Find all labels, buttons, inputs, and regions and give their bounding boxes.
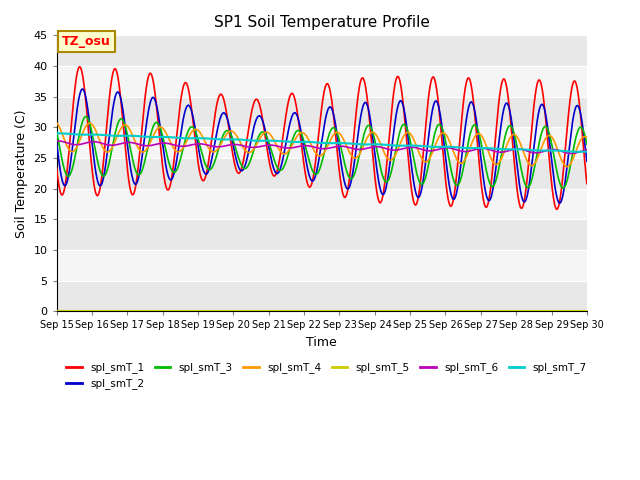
spl_smT_5: [520, 308, 528, 313]
spl_smT_7: [574, 149, 582, 155]
spl_smT_1: [53, 166, 61, 171]
spl_smT_7: [54, 131, 61, 136]
spl_smT_6: [404, 144, 412, 150]
X-axis label: Time: Time: [307, 336, 337, 349]
spl_smT_6: [583, 147, 591, 153]
spl_smT_7: [53, 131, 61, 136]
Line: spl_smT_1: spl_smT_1: [57, 67, 587, 209]
spl_smT_3: [82, 114, 90, 120]
spl_smT_6: [230, 142, 238, 147]
spl_smT_2: [474, 126, 481, 132]
Bar: [57, 66, 587, 96]
Line: spl_smT_2: spl_smT_2: [57, 89, 587, 203]
spl_smT_1: [171, 149, 179, 155]
spl_smT_2: [520, 199, 528, 205]
spl_smT_5: [53, 308, 61, 313]
spl_smT_6: [158, 140, 166, 146]
spl_smT_5: [230, 308, 238, 313]
spl_smT_1: [553, 206, 561, 212]
spl_smT_4: [230, 130, 238, 135]
spl_smT_4: [563, 164, 571, 169]
spl_smT_1: [158, 159, 166, 165]
Line: spl_smT_6: spl_smT_6: [57, 141, 587, 154]
spl_smT_3: [53, 129, 61, 135]
Bar: [57, 281, 587, 312]
Y-axis label: Soil Temperature (C): Soil Temperature (C): [15, 109, 28, 238]
spl_smT_4: [404, 130, 412, 135]
Line: spl_smT_4: spl_smT_4: [57, 123, 587, 167]
spl_smT_3: [520, 179, 528, 185]
spl_smT_2: [171, 167, 179, 172]
spl_smT_7: [474, 145, 481, 151]
spl_smT_7: [404, 143, 412, 148]
Title: SP1 Soil Temperature Profile: SP1 Soil Temperature Profile: [214, 15, 429, 30]
spl_smT_2: [556, 200, 563, 206]
spl_smT_7: [520, 146, 528, 152]
spl_smT_7: [158, 134, 166, 140]
Bar: [57, 36, 587, 66]
spl_smT_3: [230, 141, 238, 147]
spl_smT_2: [404, 135, 412, 141]
spl_smT_1: [230, 159, 238, 165]
spl_smT_4: [171, 147, 179, 153]
spl_smT_3: [583, 141, 591, 147]
Bar: [57, 250, 587, 281]
spl_smT_3: [559, 185, 567, 191]
spl_smT_1: [404, 156, 412, 161]
spl_smT_2: [158, 138, 166, 144]
spl_smT_1: [520, 198, 528, 204]
spl_smT_5: [171, 308, 179, 313]
spl_smT_5: [473, 308, 481, 313]
spl_smT_6: [567, 151, 575, 156]
spl_smT_3: [404, 129, 412, 135]
spl_smT_6: [53, 138, 61, 144]
Bar: [57, 96, 587, 127]
Bar: [57, 219, 587, 250]
Line: spl_smT_3: spl_smT_3: [57, 117, 587, 188]
spl_smT_3: [474, 126, 481, 132]
spl_smT_6: [474, 146, 481, 152]
Bar: [57, 127, 587, 158]
spl_smT_4: [158, 125, 166, 131]
Text: TZ_osu: TZ_osu: [62, 35, 111, 48]
spl_smT_1: [76, 64, 83, 70]
spl_smT_4: [473, 131, 481, 137]
spl_smT_4: [583, 135, 591, 141]
spl_smT_1: [474, 142, 481, 147]
spl_smT_5: [158, 308, 166, 313]
spl_smT_5: [583, 308, 591, 313]
Legend: spl_smT_1, spl_smT_2, spl_smT_3, spl_smT_4, spl_smT_5, spl_smT_6, spl_smT_7: spl_smT_1, spl_smT_2, spl_smT_3, spl_smT…: [62, 358, 591, 394]
spl_smT_6: [54, 138, 62, 144]
spl_smT_2: [583, 158, 591, 164]
spl_smT_7: [171, 135, 179, 141]
spl_smT_4: [520, 150, 528, 156]
spl_smT_3: [158, 132, 166, 137]
spl_smT_7: [583, 149, 591, 155]
spl_smT_2: [53, 140, 61, 146]
spl_smT_6: [520, 147, 528, 153]
spl_smT_6: [171, 142, 179, 148]
spl_smT_2: [230, 148, 238, 154]
spl_smT_4: [53, 120, 61, 126]
spl_smT_3: [171, 169, 179, 175]
Bar: [57, 158, 587, 189]
Line: spl_smT_7: spl_smT_7: [57, 133, 587, 152]
Bar: [57, 189, 587, 219]
spl_smT_7: [230, 136, 238, 142]
spl_smT_5: [404, 308, 412, 313]
spl_smT_2: [79, 86, 86, 92]
spl_smT_1: [583, 181, 591, 187]
